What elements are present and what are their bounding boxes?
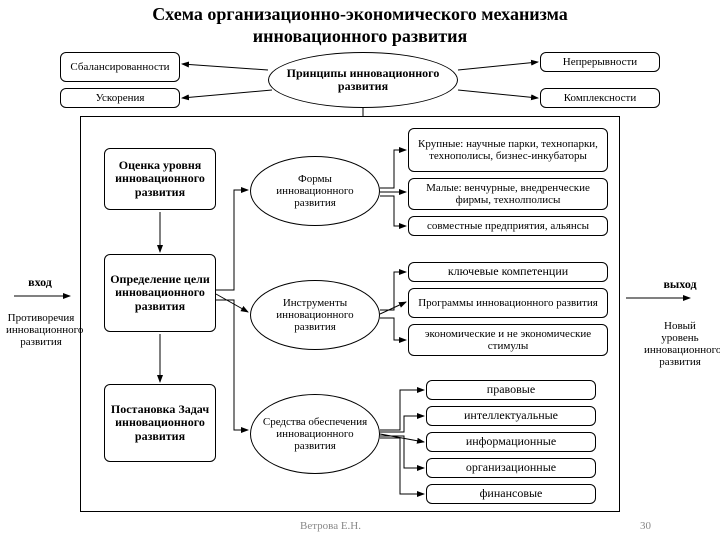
input-text: Противоречия инновационного развития [6, 312, 76, 348]
principle-continuity: Непрерывности [540, 52, 660, 72]
col3-means-info: информационные [426, 432, 596, 452]
output-label: выход [650, 278, 710, 291]
col1-tasks: Постановка Задач инновационного развития [104, 384, 216, 462]
col3-means-intel: интеллектуальные [426, 406, 596, 426]
col3-means-legal: правовые [426, 380, 596, 400]
output-text: Новый уровень инновационного развития [644, 320, 716, 368]
title-line-1: Схема организационно-экономического меха… [0, 4, 720, 25]
principle-accel: Ускорения [60, 88, 180, 108]
col2-instr: Инструменты инновационного развития [250, 280, 380, 350]
principles-center: Принципы инновационного развития [268, 52, 458, 108]
col1-goal: Определение цели инновационного развития [104, 254, 216, 332]
col3-forms-joint: совместные предприятия, альянсы [408, 216, 608, 236]
col2-forms: Формы инновационного развития [250, 156, 380, 226]
title-line-2: инновационного развития [0, 26, 720, 47]
col3-instr-stim: экономические и не экономические стимулы [408, 324, 608, 356]
footer-author: Ветрова Е.Н. [300, 520, 361, 532]
input-label: вход [10, 276, 70, 289]
footer-page: 30 [640, 520, 651, 532]
col3-instr-prog: Программы инновационного развития [408, 288, 608, 318]
col3-instr-comp: ключевые компетенции [408, 262, 608, 282]
col3-means-fin: финансовые [426, 484, 596, 504]
col2-means: Средства обеспечения инновационного разв… [250, 394, 380, 474]
col3-forms-big: Крупные: научные парки, технопарки, техн… [408, 128, 608, 172]
col1-assess: Оценка уровня инновационного развития [104, 148, 216, 210]
principle-balance: Сбалансированности [60, 52, 180, 82]
col3-forms-small: Малые: венчурные, внедренческие фирмы, т… [408, 178, 608, 210]
col3-means-org: организационные [426, 458, 596, 478]
principle-complex: Комплексности [540, 88, 660, 108]
